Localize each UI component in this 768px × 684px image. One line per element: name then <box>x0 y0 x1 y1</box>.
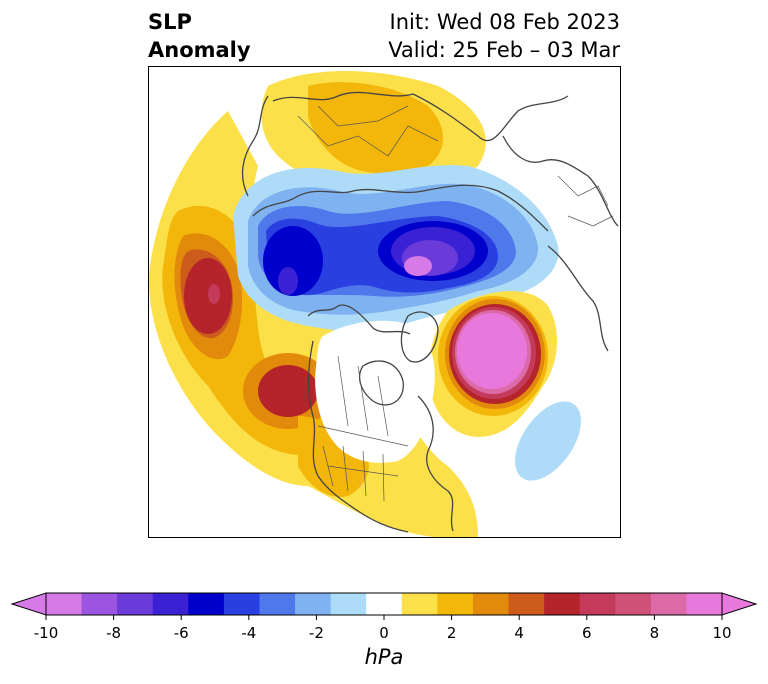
colorbar-tick-label: 8 <box>650 624 660 642</box>
coastline-siberia <box>252 184 549 232</box>
colorbar-swatch <box>366 593 403 615</box>
colorbar-tick-label: 10 <box>712 624 731 642</box>
ne-pacific-high-inner <box>258 365 318 417</box>
colorbar-tick-label: 4 <box>514 624 524 642</box>
pacific-high-core <box>184 258 232 334</box>
map-frame <box>148 66 621 538</box>
colorbar: -10 -8 -6 -4 -2 0 2 4 6 8 10 <box>10 592 758 642</box>
colorbar-swatch <box>579 593 616 615</box>
colorbar-swatch <box>508 593 545 615</box>
colorbar-swatch <box>117 593 154 615</box>
coastline-east-na <box>417 395 454 532</box>
valid-range: Valid: 25 Feb – 03 Mar <box>388 38 620 62</box>
coastline-europe <box>502 135 619 227</box>
map-title: SLP Anomaly <box>148 8 251 64</box>
atlantic-high-core <box>457 313 527 389</box>
colorbar-swatch <box>330 593 367 615</box>
colorbar-ticks: -10 -8 -6 -4 -2 0 2 4 6 8 10 <box>34 615 732 642</box>
colorbar-swatch <box>259 593 296 615</box>
colorbar-tick-label: 0 <box>379 624 389 642</box>
colorbar-swatch <box>686 593 723 615</box>
coastline-west-na <box>307 340 409 533</box>
colorbar-min-extension <box>10 592 47 616</box>
colorbar-tick-label: -6 <box>174 624 189 642</box>
colorbar-tick-label: -4 <box>241 624 256 642</box>
colorbar-swatch <box>615 593 652 615</box>
colorbar-tick-label: 2 <box>447 624 457 642</box>
arctic-low-center <box>404 256 432 276</box>
pacific-high-center <box>208 284 220 304</box>
colorbar-swatch <box>188 593 225 615</box>
colorbar-swatch <box>472 593 510 615</box>
colorbar-tick-label: -10 <box>34 624 59 642</box>
anomaly-shading <box>149 71 581 538</box>
coastline-east-asia <box>241 95 269 197</box>
coastline-alaska <box>307 304 411 335</box>
north-america-positive <box>298 416 369 497</box>
mid-atlantic-negative <box>515 401 581 481</box>
colorbar-swatch <box>401 593 438 615</box>
border-us-states <box>322 445 399 502</box>
colorbar-tick-label: -2 <box>309 624 324 642</box>
border-eurasia-2 <box>317 105 409 127</box>
colorbar-swatch <box>81 593 118 615</box>
colorbar-swatch <box>650 593 687 615</box>
colorbar-tick-label: 6 <box>582 624 592 642</box>
colorbar-swatch <box>46 593 83 615</box>
political-borders <box>297 105 614 502</box>
title-line-variable: SLP <box>148 10 192 34</box>
border-eurasia-1 <box>297 115 439 157</box>
border-canada-provinces <box>337 355 389 437</box>
border-canada-us <box>317 425 409 447</box>
colorbar-max-extension <box>721 592 758 616</box>
colorbar-swatch <box>295 593 332 615</box>
map-dates: Init: Wed 08 Feb 2023 Valid: 25 Feb – 03… <box>388 8 620 64</box>
coastline-greenland <box>400 311 439 363</box>
colorbar-swatch <box>437 593 474 615</box>
coastline-eurasia <box>272 91 569 142</box>
init-date: Init: Wed 08 Feb 2023 <box>389 10 620 34</box>
anomaly-map <box>148 66 621 538</box>
title-line-type: Anomaly <box>148 38 251 62</box>
colorbar-swatch <box>152 593 189 615</box>
canada-low-core <box>278 267 298 295</box>
colorbar-swatches <box>10 592 758 616</box>
colorbar-unit: hPa <box>364 645 404 669</box>
border-europe <box>557 175 614 227</box>
coastlines <box>241 91 619 533</box>
colorbar-tick-label: -8 <box>106 624 121 642</box>
colorbar-swatch <box>223 593 260 615</box>
canada-low-deep <box>263 226 323 296</box>
eurasia-orange-core <box>308 82 443 174</box>
coastline-scandinavia <box>547 245 609 352</box>
colorbar-swatch <box>544 593 581 615</box>
